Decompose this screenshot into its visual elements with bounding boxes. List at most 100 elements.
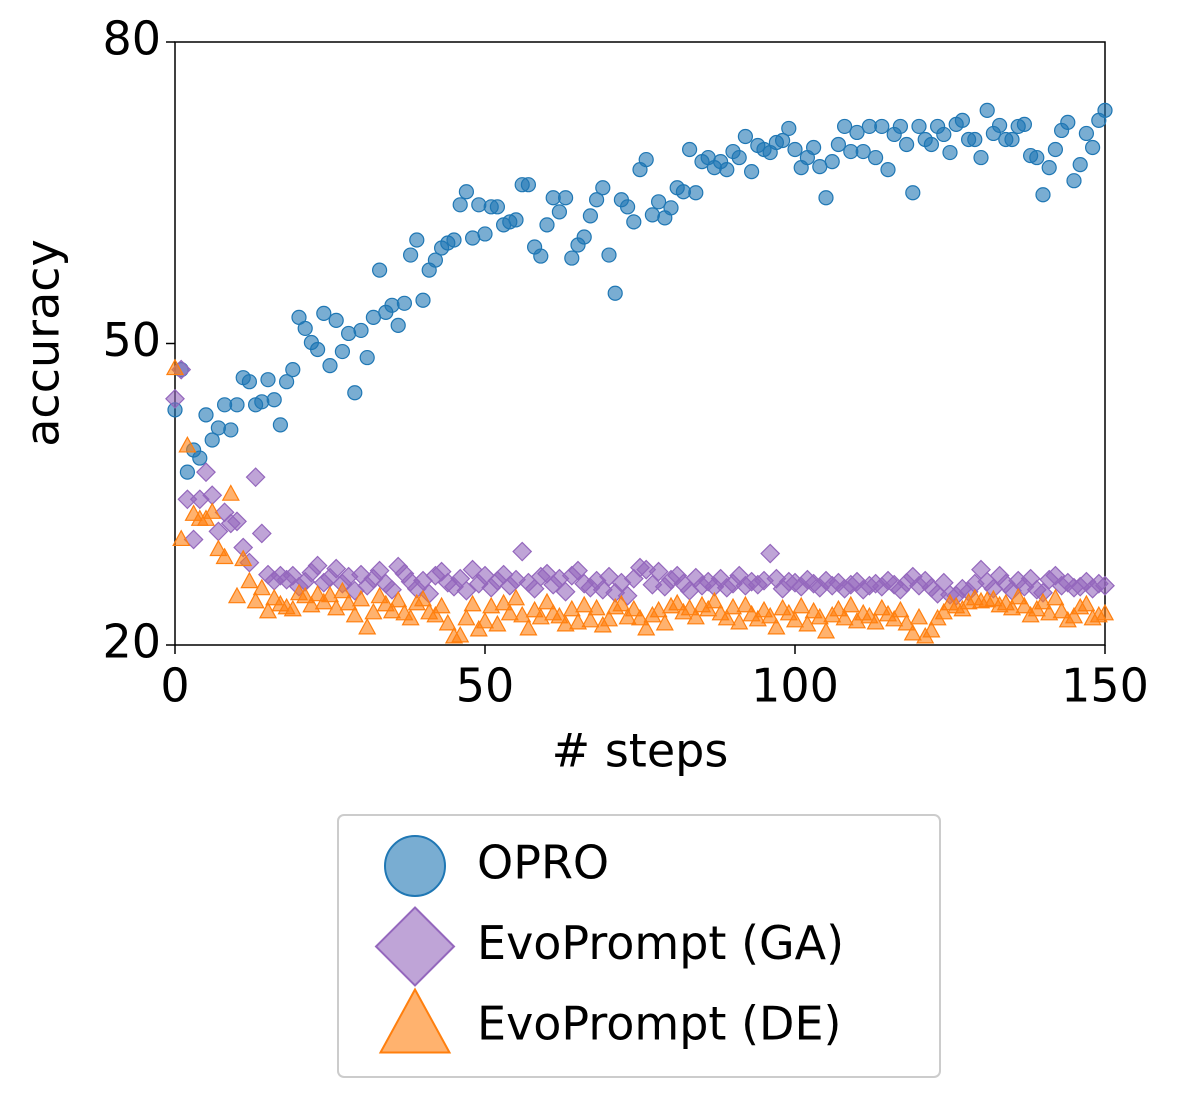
- point: [723, 597, 743, 615]
- point: [241, 374, 257, 390]
- point: [1015, 596, 1034, 614]
- point: [178, 436, 197, 453]
- point: [322, 358, 338, 374]
- point: [272, 417, 288, 433]
- point: [364, 602, 383, 620]
- point: [1041, 160, 1057, 176]
- point: [892, 118, 909, 135]
- point: [903, 623, 922, 641]
- point: [767, 617, 786, 635]
- point: [192, 450, 208, 466]
- point: [1046, 588, 1065, 606]
- point: [326, 558, 347, 579]
- point: [650, 194, 667, 210]
- point: [557, 190, 574, 206]
- point: [409, 232, 425, 248]
- point: [898, 136, 915, 153]
- point: [705, 591, 724, 609]
- point: [761, 606, 780, 624]
- point: [415, 292, 431, 308]
- point: [680, 598, 699, 616]
- point: [251, 523, 272, 544]
- point: [296, 586, 315, 604]
- point: [345, 605, 364, 623]
- point: [1035, 187, 1051, 203]
- point: [1077, 594, 1096, 612]
- point: [568, 560, 588, 581]
- legend-marker: [384, 835, 446, 897]
- point: [462, 559, 483, 580]
- point: [227, 586, 247, 604]
- point: [688, 185, 704, 201]
- point: [537, 592, 557, 610]
- point: [203, 502, 222, 519]
- point: [785, 610, 805, 628]
- point: [1095, 603, 1115, 621]
- point: [581, 610, 600, 628]
- point: [469, 619, 488, 637]
- point: [816, 621, 836, 639]
- point: [316, 305, 332, 321]
- point: [426, 605, 445, 623]
- point: [663, 200, 679, 216]
- point: [936, 126, 952, 143]
- point: [1066, 173, 1082, 189]
- point: [880, 162, 896, 178]
- point: [736, 595, 755, 613]
- point: [624, 599, 643, 617]
- point: [599, 609, 619, 627]
- point: [372, 262, 388, 278]
- point: [351, 589, 371, 607]
- point: [512, 541, 533, 562]
- point: [403, 247, 419, 263]
- point: [934, 602, 953, 620]
- point: [347, 385, 363, 401]
- point: [458, 184, 474, 200]
- point: [396, 295, 412, 311]
- x-tick-label: 0: [160, 659, 189, 713]
- point: [719, 162, 735, 178]
- y-tick-label: 50: [102, 313, 161, 367]
- point: [1047, 141, 1064, 158]
- point: [471, 197, 487, 213]
- y-tick-label: 20: [102, 615, 161, 669]
- point: [835, 608, 854, 626]
- point: [252, 578, 271, 596]
- point: [227, 511, 247, 532]
- point: [644, 207, 661, 223]
- point: [942, 144, 958, 161]
- point: [401, 608, 420, 626]
- point: [283, 599, 302, 617]
- point: [307, 555, 328, 576]
- y-tick-label: 80: [102, 12, 161, 66]
- point: [576, 229, 592, 245]
- point: [382, 579, 402, 600]
- point: [463, 594, 482, 612]
- point: [1084, 139, 1101, 156]
- point: [836, 118, 853, 135]
- point: [1060, 114, 1076, 131]
- point: [575, 595, 594, 613]
- legend-label: EvoPrompt (DE): [477, 997, 841, 1051]
- point: [619, 199, 636, 215]
- point: [513, 605, 532, 623]
- point: [279, 374, 295, 390]
- point: [1002, 598, 1022, 616]
- point: [555, 581, 576, 602]
- point: [382, 601, 402, 619]
- point: [221, 484, 240, 501]
- point: [1004, 131, 1020, 148]
- point: [223, 422, 239, 438]
- legend-label: OPRO: [477, 836, 609, 890]
- point: [648, 561, 669, 582]
- point: [867, 149, 884, 166]
- point: [630, 608, 650, 626]
- x-axis-label: # steps: [552, 724, 729, 778]
- point: [681, 141, 698, 158]
- point: [731, 149, 747, 166]
- point: [737, 128, 754, 145]
- point: [451, 625, 470, 643]
- point: [482, 596, 501, 614]
- point: [717, 608, 736, 626]
- point: [427, 252, 443, 268]
